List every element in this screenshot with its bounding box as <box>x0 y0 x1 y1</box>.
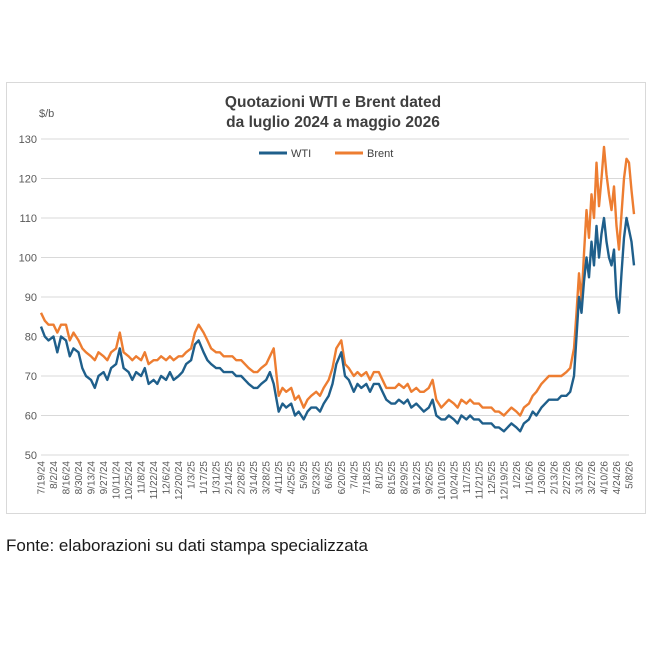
x-tick-label: 9/27/24 <box>99 461 110 495</box>
x-tick-label: 5/9/25 <box>299 461 310 489</box>
x-tick-label: 1/31/25 <box>212 461 223 495</box>
y-tick-label: 70 <box>25 371 37 383</box>
x-tick-label: 7/19/24 <box>37 461 48 495</box>
x-tick-label: 8/2/24 <box>49 461 60 489</box>
x-axis-ticks: 7/19/24 8/2/24 8/16/24 8/30/24 9/13/24 9/27/2… <box>37 461 636 500</box>
y-tick-label: 120 <box>19 174 37 186</box>
x-tick-label: 11/8/24 <box>137 461 148 494</box>
y-tick-label: 110 <box>19 213 37 225</box>
x-tick-label: 3/28/25 <box>262 461 273 495</box>
x-tick-label: 3/13/26 <box>574 461 585 495</box>
x-tick-label: 12/5/25 <box>487 461 498 495</box>
source-note: Fonte: elaborazioni su dati stampa speci… <box>6 536 368 555</box>
x-tick-label: 9/26/25 <box>424 461 435 495</box>
chart-svg: Quotazioni WTI e Brent dated da luglio 2… <box>19 94 636 500</box>
x-tick-label: 4/11/25 <box>274 461 285 494</box>
y-tick-label: 90 <box>25 292 37 304</box>
chart-title-line-1: Quotazioni WTI e Brent dated <box>225 94 441 111</box>
x-tick-label: 1/2/26 <box>512 461 523 489</box>
x-tick-label: 12/20/24 <box>174 461 185 500</box>
x-tick-label: 8/16/24 <box>62 461 73 495</box>
y-tick-label: 60 <box>25 411 37 423</box>
x-tick-label: 7/18/25 <box>362 461 373 495</box>
x-tick-label: 1/17/25 <box>199 461 210 495</box>
x-tick-label: 10/25/24 <box>124 461 135 500</box>
x-tick-label: 5/8/26 <box>625 461 636 489</box>
x-tick-label: 8/15/25 <box>387 461 398 495</box>
x-tick-label: 12/6/24 <box>162 461 173 495</box>
x-tick-label: 5/23/25 <box>312 461 323 495</box>
x-tick-label: 1/16/26 <box>524 461 535 495</box>
x-tick-label: 4/24/26 <box>612 461 623 495</box>
x-tick-label: 1/3/25 <box>187 461 198 489</box>
x-tick-label: 7/4/25 <box>349 461 360 489</box>
x-tick-label: 2/14/25 <box>224 461 235 495</box>
chart-figure: Quotazioni WTI e Brent dated da luglio 2… <box>6 82 646 514</box>
x-tick-label: 3/14/25 <box>249 461 260 495</box>
x-tick-label: 8/1/25 <box>374 461 385 489</box>
x-tick-label: 8/30/24 <box>74 461 85 495</box>
chart-title-line-2: da luglio 2024 a maggio 2026 <box>226 114 440 131</box>
x-tick-label: 10/11/24 <box>112 461 123 500</box>
y-tick-label: 130 <box>19 134 37 146</box>
y-tick-label: 100 <box>19 253 37 265</box>
x-tick-label: 10/10/25 <box>437 461 448 500</box>
x-tick-label: 3/27/26 <box>587 461 598 495</box>
x-tick-label: 2/27/26 <box>562 461 573 495</box>
x-tick-label: 8/29/25 <box>399 461 410 495</box>
x-tick-label: 4/10/26 <box>599 461 610 495</box>
x-tick-label: 11/22/24 <box>149 461 160 500</box>
x-tick-label: 6/6/25 <box>324 461 335 489</box>
series-line-wti <box>39 216 636 433</box>
x-tick-label: 10/24/25 <box>449 461 460 500</box>
x-tick-label: 11/21/25 <box>474 461 485 500</box>
x-tick-label: 11/7/25 <box>462 461 473 494</box>
x-tick-label: 2/28/25 <box>237 461 248 495</box>
legend-label-brent: Brent <box>367 148 393 160</box>
y-axis-unit-label: $/b <box>39 108 54 120</box>
y-tick-label: 80 <box>25 332 37 344</box>
x-tick-label: 6/20/25 <box>337 461 348 495</box>
series-lines <box>39 145 636 433</box>
x-tick-label: 4/25/25 <box>287 461 298 495</box>
x-tick-label: 9/12/25 <box>412 461 423 495</box>
chart-legend: WTI Brent <box>259 148 393 160</box>
x-tick-label: 12/19/25 <box>499 461 510 500</box>
series-line-brent <box>39 145 636 417</box>
y-tick-label: 50 <box>25 450 37 462</box>
legend-label-wti: WTI <box>291 148 311 160</box>
y-axis-ticks: 50 60 70 80 90 100 110 120 130 <box>19 134 37 462</box>
x-tick-label: 2/13/26 <box>549 461 560 495</box>
x-tick-label: 1/30/26 <box>537 461 548 495</box>
x-tick-label: 9/13/24 <box>87 461 98 495</box>
